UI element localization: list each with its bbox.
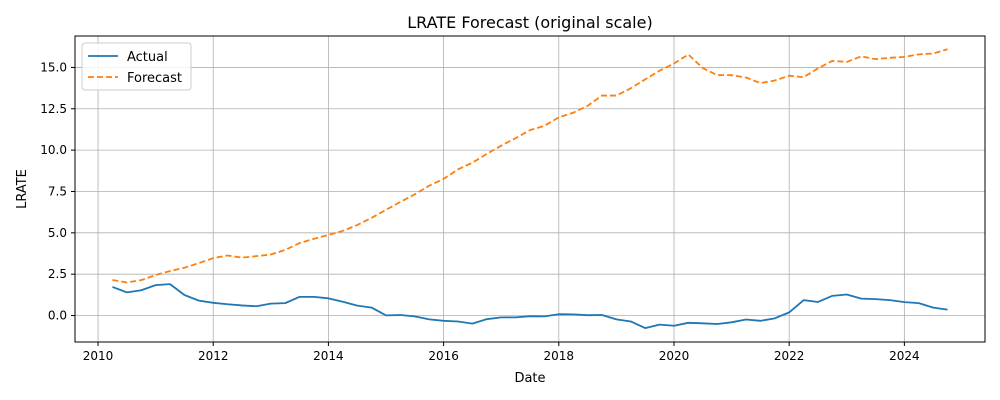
y-tick-label: 12.5 [40, 102, 67, 116]
y-tick-label: 2.5 [48, 267, 67, 281]
legend-label-forecast: Forecast [127, 71, 182, 86]
y-tick-label: 7.5 [48, 184, 67, 198]
x-axis-ticks: 2010 2012 2014 2016 2018 2020 2022 2024 [83, 342, 920, 363]
legend-box [81, 42, 192, 91]
x-tick-label: 2018 [544, 349, 575, 363]
grid [75, 36, 985, 342]
legend: Actual Forecast [81, 42, 192, 91]
x-tick-label: 2010 [83, 349, 114, 363]
series-layer [112, 48, 948, 330]
x-axis-label: Date [514, 371, 545, 386]
y-axis-label: LRATE [15, 169, 30, 209]
x-tick-label: 2012 [198, 349, 229, 363]
series-line-actual [112, 283, 948, 330]
x-tick-label: 2016 [428, 349, 459, 363]
y-tick-label: 0.0 [48, 309, 67, 323]
x-tick-label: 2014 [313, 349, 344, 363]
legend-label-actual: Actual [127, 50, 168, 65]
x-tick-label: 2022 [774, 349, 805, 363]
y-tick-label: 10.0 [40, 143, 67, 157]
series-line-forecast [112, 48, 948, 284]
y-axis-ticks: 0.0 2.5 5.0 7.5 10.0 12.5 15.0 [40, 60, 75, 323]
x-tick-label: 2024 [889, 349, 920, 363]
chart-title: LRATE Forecast (original scale) [407, 13, 652, 32]
plot-frame [74, 35, 986, 343]
x-tick-label: 2020 [659, 349, 690, 363]
y-tick-label: 15.0 [40, 60, 67, 74]
y-tick-label: 5.0 [48, 226, 67, 240]
